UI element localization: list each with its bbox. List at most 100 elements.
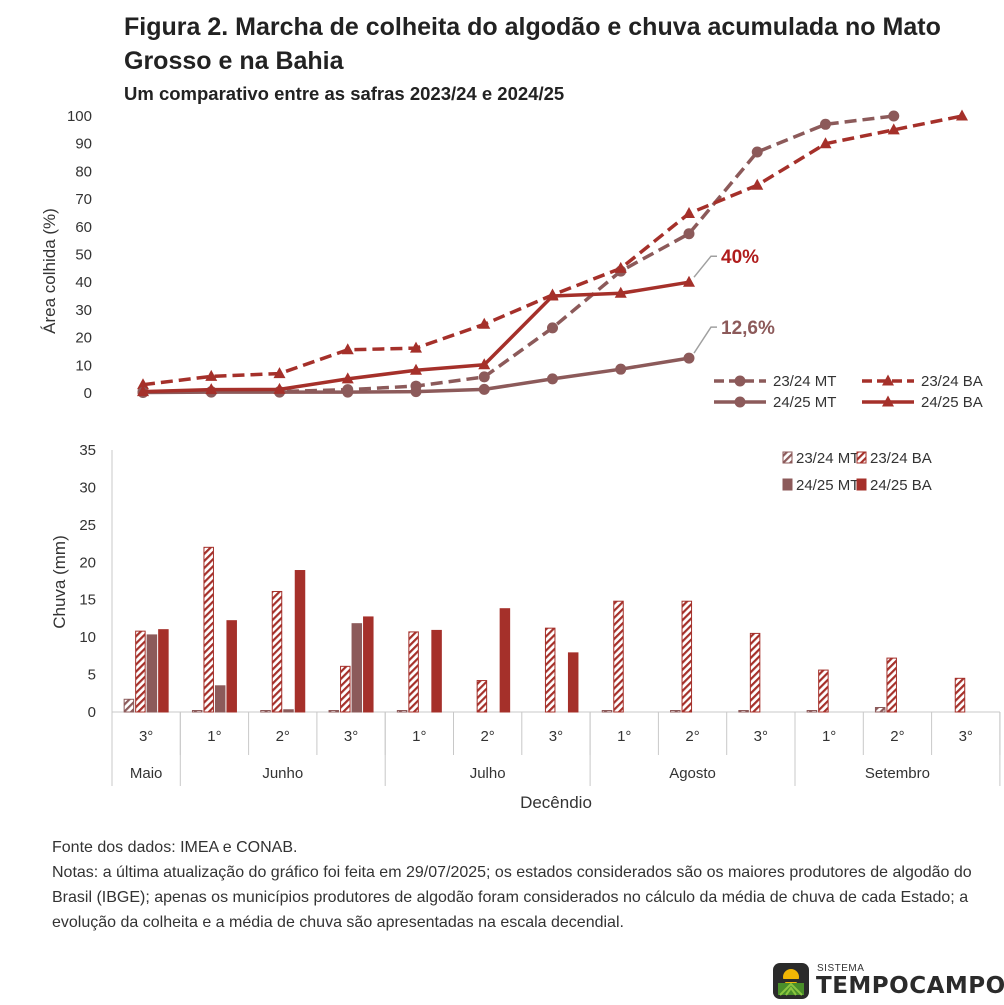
annotation-leader bbox=[693, 255, 717, 278]
legend-swatch bbox=[782, 451, 793, 464]
legend-label: 24/25 BA bbox=[870, 477, 932, 494]
bar-23-24-mt bbox=[738, 710, 749, 713]
bar-24-25-ba bbox=[499, 608, 511, 713]
point-24-25-ba bbox=[137, 385, 149, 397]
harvest-y-ticks: 0 10 20 30 40 50 60 70 80 90 100 bbox=[67, 108, 92, 402]
rain-y-tick: 5 bbox=[88, 667, 96, 684]
legend-marker bbox=[734, 396, 746, 408]
legend-swatch bbox=[856, 478, 867, 491]
bar-23-24-mt bbox=[670, 710, 681, 713]
harvest-y-tick: 90 bbox=[75, 136, 92, 153]
point-23-24-mt bbox=[547, 322, 558, 334]
rain-x-tick: 2° bbox=[685, 728, 699, 745]
point-24-25-mt bbox=[342, 386, 354, 398]
point-23-24-ba bbox=[956, 109, 968, 121]
annotation-label: 40% bbox=[721, 247, 759, 268]
bar-24-25-mt bbox=[214, 685, 226, 713]
harvest-y-tick: 0 bbox=[84, 385, 92, 402]
rain-month-label: Agosto bbox=[669, 765, 716, 782]
point-23-24-ba bbox=[341, 343, 354, 355]
bar-23-24-ba bbox=[954, 677, 966, 713]
bar-24-25-ba bbox=[226, 620, 237, 713]
bars-24-25-mt bbox=[146, 623, 363, 713]
point-23-24-ba bbox=[751, 178, 764, 190]
point-23-24-mt bbox=[751, 146, 763, 158]
line-23-24-mt bbox=[142, 114, 894, 394]
bars-23-24-ba bbox=[135, 546, 966, 713]
point-23-24-ba bbox=[614, 261, 627, 273]
bar-24-25-mt bbox=[146, 634, 158, 713]
point-24-25-mt bbox=[410, 386, 422, 398]
rain-x-tick: 3° bbox=[139, 728, 153, 745]
bars-23-24-mt bbox=[123, 698, 886, 713]
point-24-25-ba bbox=[683, 275, 695, 287]
point-24-25-ba bbox=[341, 372, 354, 384]
logo-small-text: SISTEMA bbox=[817, 963, 865, 974]
point-24-25-ba bbox=[478, 358, 491, 370]
annotation-leader bbox=[693, 326, 717, 354]
line-23-24-ba bbox=[142, 114, 963, 387]
point-24-25-ba bbox=[410, 363, 422, 375]
rain-y-tick: 0 bbox=[88, 704, 96, 721]
rain-x-axis-label: Decêndio bbox=[520, 793, 592, 812]
bar-24-25-mt bbox=[351, 623, 363, 713]
rain-month-label: Julho bbox=[470, 765, 506, 782]
bar-23-24-mt bbox=[191, 710, 203, 713]
bar-23-24-mt bbox=[260, 710, 271, 713]
point-23-24-ba bbox=[478, 317, 491, 329]
legend-label: 23/24 BA bbox=[870, 450, 932, 467]
bar-23-24-ba bbox=[681, 600, 693, 713]
chart-subtitle: Um comparativo entre as safras 2023/24 e… bbox=[124, 83, 565, 104]
rain-x-tick: 2° bbox=[480, 728, 494, 745]
chart-title: Figura 2. Marcha de colheita do algodão … bbox=[124, 13, 941, 75]
rain-y-tick: 20 bbox=[79, 554, 96, 571]
point-23-24-ba bbox=[683, 207, 695, 219]
rain-x-tick: 3° bbox=[344, 728, 358, 745]
harvest-y-tick: 50 bbox=[75, 247, 92, 264]
rain-x-tick: 1° bbox=[617, 728, 631, 745]
series-23-24-ba bbox=[137, 109, 968, 390]
point-23-24-mt bbox=[820, 118, 831, 130]
bar-24-25-ba bbox=[567, 652, 579, 713]
point-23-24-mt bbox=[478, 371, 490, 383]
rain-x-ticks: 3° 1° 2° 3° 1° 2° 3° 1° 2° 3° 1° 2° 3° Maio Junho Julho… bbox=[111, 712, 1001, 786]
point-23-24-ba bbox=[137, 378, 149, 390]
notes-block: Fonte dos dados: IMEA e CONAB. Notas: a … bbox=[52, 835, 982, 935]
tempocampo-logo: SISTEMA TEMPOCAMPO bbox=[772, 962, 1004, 1000]
harvest-y-tick: 10 bbox=[75, 357, 92, 374]
point-23-24-ba bbox=[410, 341, 422, 353]
legend-label: 23/24 MT bbox=[773, 373, 836, 390]
point-24-25-ba bbox=[273, 382, 286, 394]
legend-label: 24/25 BA bbox=[921, 394, 983, 411]
harvest-y-tick: 60 bbox=[75, 219, 92, 236]
legend-item-23-24-ba: 23/24 BA bbox=[862, 373, 983, 390]
series-24-25-ba bbox=[137, 275, 695, 397]
legend-item-23-24-ba: 23/24 BA bbox=[856, 450, 932, 467]
legend-marker bbox=[882, 374, 894, 386]
bar-23-24-ba bbox=[203, 546, 214, 713]
rain-month-label: Maio bbox=[130, 765, 163, 782]
legend-label: 24/25 MT bbox=[796, 477, 859, 494]
rain-x-tick: 1° bbox=[412, 728, 426, 745]
annotation-label: 12,6% bbox=[721, 318, 775, 339]
bar-23-24-ba bbox=[544, 627, 556, 713]
bar-23-24-ba bbox=[886, 657, 897, 713]
bar-23-24-mt bbox=[874, 707, 886, 713]
rain-y-ticks: 0 5 10 15 20 25 30 35 bbox=[79, 442, 96, 721]
legend-item-24-25-ba: 24/25 BA bbox=[856, 477, 932, 494]
notes-text: Notas: a última atualização do gráfico f… bbox=[52, 864, 972, 931]
point-23-24-mt bbox=[683, 228, 695, 240]
bar-23-24-mt bbox=[123, 698, 135, 713]
harvest-series bbox=[137, 109, 968, 398]
bar-23-24-ba bbox=[613, 600, 624, 713]
bar-24-25-ba bbox=[363, 616, 374, 713]
logo-brand-text: TEMPOCAMPO bbox=[816, 973, 1004, 999]
harvest-y-tick: 80 bbox=[75, 163, 92, 180]
point-24-25-mt bbox=[683, 352, 695, 364]
harvest-y-tick: 40 bbox=[75, 274, 92, 291]
series-24-25-mt bbox=[137, 352, 695, 398]
rain-x-tick: 3° bbox=[959, 728, 973, 745]
